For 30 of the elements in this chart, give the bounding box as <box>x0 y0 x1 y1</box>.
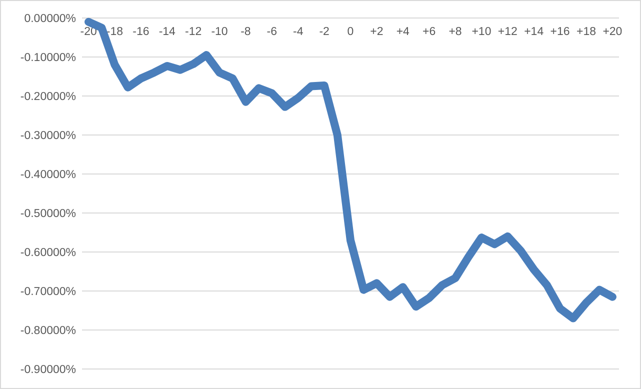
x-tick-label: -16 <box>132 26 150 38</box>
y-tick-label: -0.50000% <box>20 208 76 220</box>
x-tick-label: +6 <box>422 26 436 38</box>
x-tick-label: +2 <box>370 26 384 38</box>
y-tick-label: -0.80000% <box>20 325 76 338</box>
x-tick-label: +18 <box>576 26 596 38</box>
x-tick-label: +12 <box>498 26 518 38</box>
x-tick-label: +8 <box>448 26 462 38</box>
y-tick-label: -0.20000% <box>20 91 76 104</box>
x-tick-label: -14 <box>158 26 176 38</box>
x-tick-label: +10 <box>472 26 492 38</box>
y-tick-label: -0.40000% <box>20 169 76 182</box>
x-tick-label: -10 <box>211 26 228 38</box>
y-tick-label: -0.10000% <box>20 52 76 64</box>
x-tick-label: -4 <box>292 26 304 38</box>
x-tick-label: -8 <box>240 26 251 38</box>
x-tick-label: -18 <box>106 26 124 38</box>
y-tick-label: -0.60000% <box>20 247 76 260</box>
y-tick-label: -0.70000% <box>20 286 76 298</box>
x-tick-label: 0 <box>347 26 354 38</box>
x-tick-label: -12 <box>185 26 202 38</box>
x-tick-label: -6 <box>266 26 278 38</box>
y-tick-label: -0.90000% <box>20 364 76 376</box>
y-tick-label: -0.30000% <box>20 130 76 142</box>
x-tick-label: +14 <box>524 26 544 38</box>
x-tick-label: +4 <box>396 26 410 38</box>
x-tick-label: -2 <box>319 26 330 38</box>
x-tick-label: +16 <box>550 26 570 38</box>
x-tick-label: +20 <box>602 26 622 38</box>
y-tick-label: 0.00000% <box>24 13 76 26</box>
